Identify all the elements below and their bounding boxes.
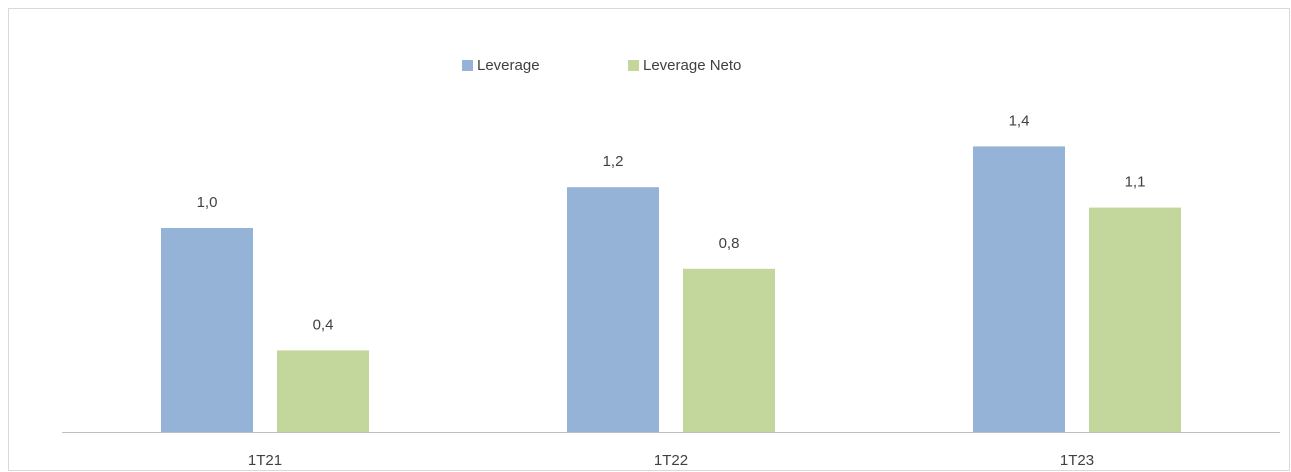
bar: [1089, 207, 1181, 432]
data-label: 0,4: [313, 316, 334, 333]
legend-swatch: [462, 60, 473, 71]
x-tick-label: 1T21: [248, 452, 282, 469]
legend-label: Leverage Neto: [643, 57, 741, 74]
data-label: 1,0: [197, 194, 218, 211]
x-tick-label: 1T23: [1060, 452, 1094, 469]
legend-swatch: [628, 60, 639, 71]
data-label: 0,8: [719, 235, 740, 252]
data-label: 1,4: [1009, 112, 1030, 129]
bar: [683, 268, 775, 432]
legend-label: Leverage: [477, 57, 540, 74]
data-label: 1,1: [1125, 174, 1146, 191]
bar: [277, 350, 369, 432]
bar: [161, 228, 253, 432]
x-tick-label: 1T22: [654, 452, 688, 469]
bar: [567, 187, 659, 432]
data-label: 1,2: [603, 153, 624, 170]
bar: [973, 146, 1065, 432]
